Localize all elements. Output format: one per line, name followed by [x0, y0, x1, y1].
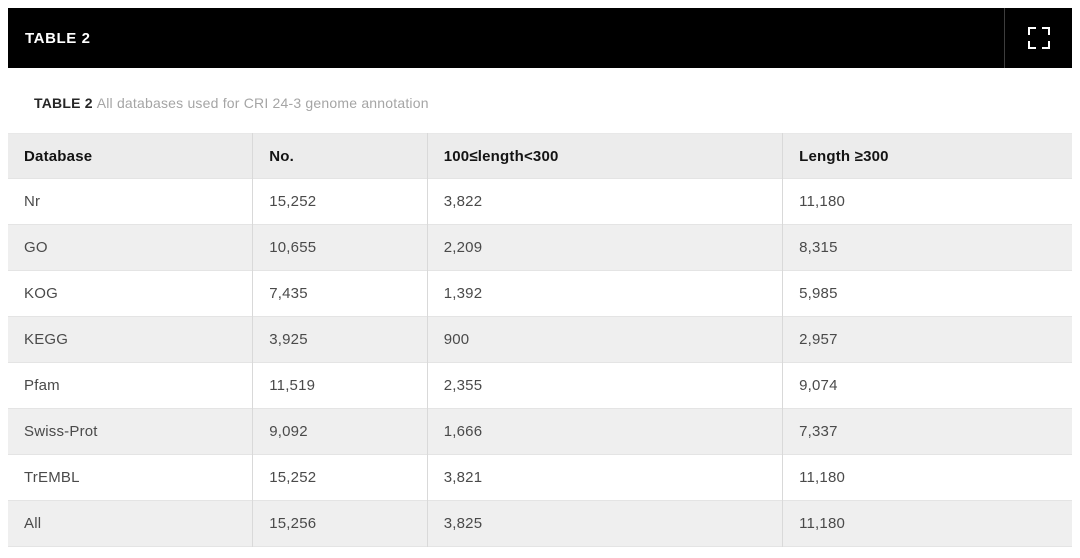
table-widget: TABLE 2 TABLE 2 All databases used for CR…: [8, 8, 1072, 547]
table-row: KOG 7,435 1,392 5,985: [8, 270, 1072, 317]
table-row: GO 10,655 2,209 8,315: [8, 224, 1072, 271]
table-caption: TABLE 2 All databases used for CRI 24-3 g…: [8, 68, 1072, 133]
table-cell: KEGG: [24, 331, 69, 348]
table-cell: 3,821: [426, 454, 783, 501]
table-cell: 3,825: [426, 500, 783, 547]
table-cell: Pfam: [24, 377, 60, 394]
table-cell: 8,315: [782, 224, 1072, 271]
table-cell: 1,666: [426, 408, 783, 455]
table-cell: 15,252: [252, 454, 428, 501]
column-header-length-100-300: 100≤length<300: [426, 133, 783, 179]
table-cell: 11,180: [782, 454, 1072, 501]
table-cell: All: [24, 515, 42, 532]
column-header-database: Database: [8, 133, 253, 179]
table-cell: 9,092: [252, 408, 428, 455]
column-header-length-ge-300: Length ≥300: [782, 133, 1072, 179]
table-cell: 9,074: [782, 362, 1072, 409]
table-body: Nr 15,252 3,822 11,180 GO 10,655 2,209 8,315 KOG…: [8, 178, 1072, 547]
table-cell: 7,435: [252, 270, 428, 317]
table-row: TrEMBL 15,252 3,821 11,180: [8, 454, 1072, 501]
table-cell: 3,925: [252, 316, 428, 363]
table-cell: 3,822: [426, 178, 783, 225]
table-cell: 1,392: [426, 270, 783, 317]
table-cell: Nr: [24, 193, 41, 210]
table-cell: 2,355: [426, 362, 783, 409]
table-row: KEGG 3,925 900 2,957: [8, 316, 1072, 363]
expand-button[interactable]: [1004, 8, 1072, 68]
table-title: TABLE 2: [25, 29, 91, 47]
data-table: Database No. 100≤length<300 Length ≥300 …: [8, 133, 1072, 547]
caption-text: All databases used for CRI 24-3 genome a…: [96, 95, 429, 111]
table-row: Swiss-Prot 9,092 1,666 7,337: [8, 408, 1072, 455]
table-cell: 900: [426, 316, 783, 363]
header-row: Database No. 100≤length<300 Length ≥300: [8, 133, 1072, 179]
table-cell: TrEMBL: [24, 469, 80, 486]
table-row: Pfam 11,519 2,355 9,074: [8, 362, 1072, 409]
caption-label: TABLE 2: [34, 95, 93, 111]
table-cell: 11,519: [252, 362, 428, 409]
table-cell: 2,957: [782, 316, 1072, 363]
table-cell: 5,985: [782, 270, 1072, 317]
table-cell: 7,337: [782, 408, 1072, 455]
table-cell: 15,252: [252, 178, 428, 225]
column-header-no: No.: [252, 133, 428, 179]
table-row: Nr 15,252 3,822 11,180: [8, 178, 1072, 225]
table-titlebar: TABLE 2: [8, 8, 1072, 68]
table-cell: 11,180: [782, 178, 1072, 225]
table-cell: GO: [24, 239, 48, 256]
table-cell: Swiss-Prot: [24, 423, 98, 440]
table-header: Database No. 100≤length<300 Length ≥300: [8, 133, 1072, 179]
table-cell: KOG: [24, 285, 58, 302]
table-row: All 15,256 3,825 11,180: [8, 500, 1072, 547]
table-cell: 11,180: [782, 500, 1072, 547]
fullscreen-icon: [1027, 27, 1050, 49]
table-cell: 10,655: [252, 224, 428, 271]
table-cell: 15,256: [252, 500, 428, 547]
table-cell: 2,209: [426, 224, 783, 271]
